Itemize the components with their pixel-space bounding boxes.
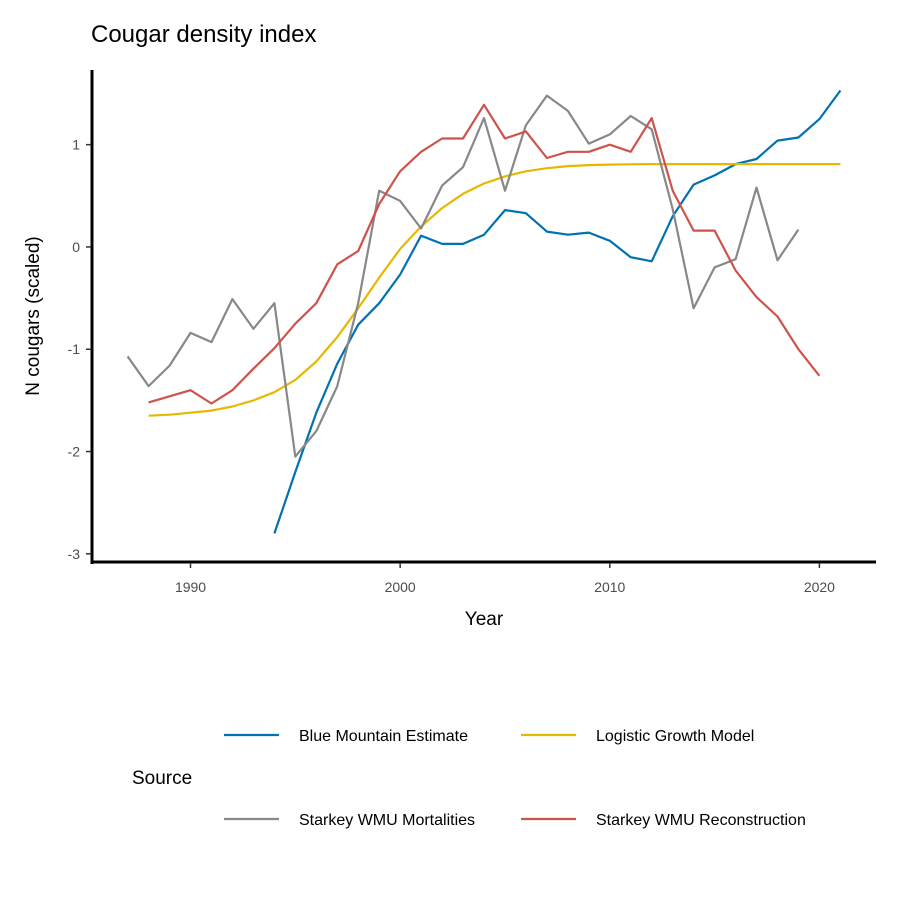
- x-tick-label: 2010: [594, 579, 625, 595]
- x-tick-label: 2020: [804, 579, 835, 595]
- legend: Source Blue Mountain Estimate Logistic Gr…: [132, 728, 806, 829]
- chart-title: Cougar density index: [91, 21, 316, 48]
- legend-label-0: Blue Mountain Estimate: [299, 728, 468, 745]
- y-tick-label: -1: [68, 341, 81, 357]
- series-line-1: [148, 163, 841, 417]
- legend-label-1: Logistic Growth Model: [596, 728, 754, 745]
- y-axis-title: N cougars (scaled): [23, 236, 44, 395]
- series-line-0: [273, 89, 842, 534]
- y-axis-ticks: -3 -2 -1 0 1: [68, 137, 91, 562]
- legend-title: Source: [132, 768, 192, 789]
- x-axis-title: Year: [465, 609, 504, 630]
- y-tick-label: 1: [72, 137, 80, 153]
- y-tick-label: 0: [72, 239, 80, 255]
- legend-label-2: Starkey WMU Mortalities: [299, 812, 475, 829]
- legend-items: Blue Mountain Estimate Logistic Growth Mo…: [224, 728, 806, 829]
- x-tick-label: 2000: [385, 579, 416, 595]
- plot-series: [126, 89, 842, 534]
- series-line-2: [126, 94, 800, 458]
- y-tick-label: -2: [68, 444, 81, 460]
- legend-label-3: Starkey WMU Reconstruction: [596, 812, 806, 829]
- y-tick-label: -3: [68, 546, 81, 562]
- series-line-3: [148, 103, 821, 405]
- x-axis-ticks: 1990 2000 2010 2020: [175, 563, 835, 595]
- x-tick-label: 1990: [175, 579, 206, 595]
